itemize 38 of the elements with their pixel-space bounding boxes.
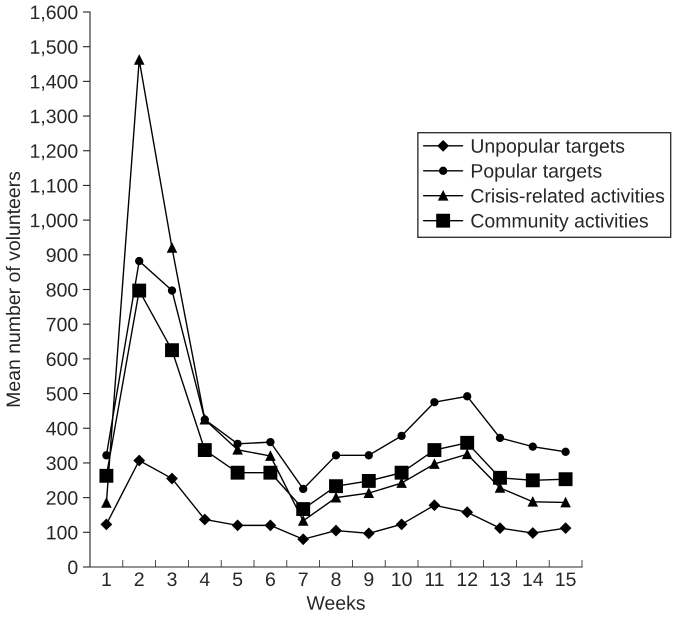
y-tick-label: 1,100 [31, 178, 78, 195]
y-tick-label: 1,000 [31, 214, 78, 230]
y-axis-title: Mean number of volunteers [6, 172, 20, 406]
x-tick-label: 3 [167, 572, 177, 586]
x-tick-label: 6 [266, 572, 275, 586]
x-tick-label: 14 [523, 572, 544, 586]
x-axis-title: Weeks [306, 596, 365, 610]
legend-label: Community activities [471, 213, 648, 232]
y-tick-label: 800 [46, 282, 78, 297]
x-tick-label: 4 [200, 572, 210, 586]
y-tick-label: 0 [68, 560, 78, 574]
x-tick-label: 12 [458, 572, 478, 586]
legend-label: Crisis-related activities [471, 188, 664, 203]
legend-label: Popular targets [472, 163, 602, 182]
x-tick-label: 15 [556, 572, 576, 586]
y-tick-label: 400 [46, 422, 78, 436]
y-tick-label: 600 [46, 352, 78, 366]
x-tick-label: 1 [102, 572, 111, 586]
y-tick-label: 1,600 [31, 5, 78, 22]
y-tick-label: 1,200 [31, 144, 78, 160]
y-tick-label: 200 [46, 491, 78, 505]
y-tick-label: 1,400 [31, 74, 78, 91]
x-tick-label: 5 [232, 572, 242, 586]
y-tick-label: 700 [46, 318, 78, 332]
y-tick-label: 900 [46, 248, 78, 262]
x-tick-label: 7 [298, 572, 308, 586]
y-tick-label: 500 [46, 387, 78, 401]
x-tick-label: 10 [392, 572, 412, 586]
x-tick-label: 8 [331, 572, 341, 586]
y-tick-label: 1,300 [31, 110, 78, 126]
x-tick-label: 11 [426, 572, 444, 586]
y-tick-label: 100 [47, 526, 78, 540]
y-tick-label: 1,500 [31, 40, 78, 56]
x-tick-label: 2 [134, 572, 144, 586]
y-tick-label: 300 [46, 456, 78, 470]
x-tick-label: 13 [490, 572, 510, 586]
x-tick-label: 9 [364, 572, 374, 586]
legend-label: Unpopular targets [472, 138, 624, 157]
